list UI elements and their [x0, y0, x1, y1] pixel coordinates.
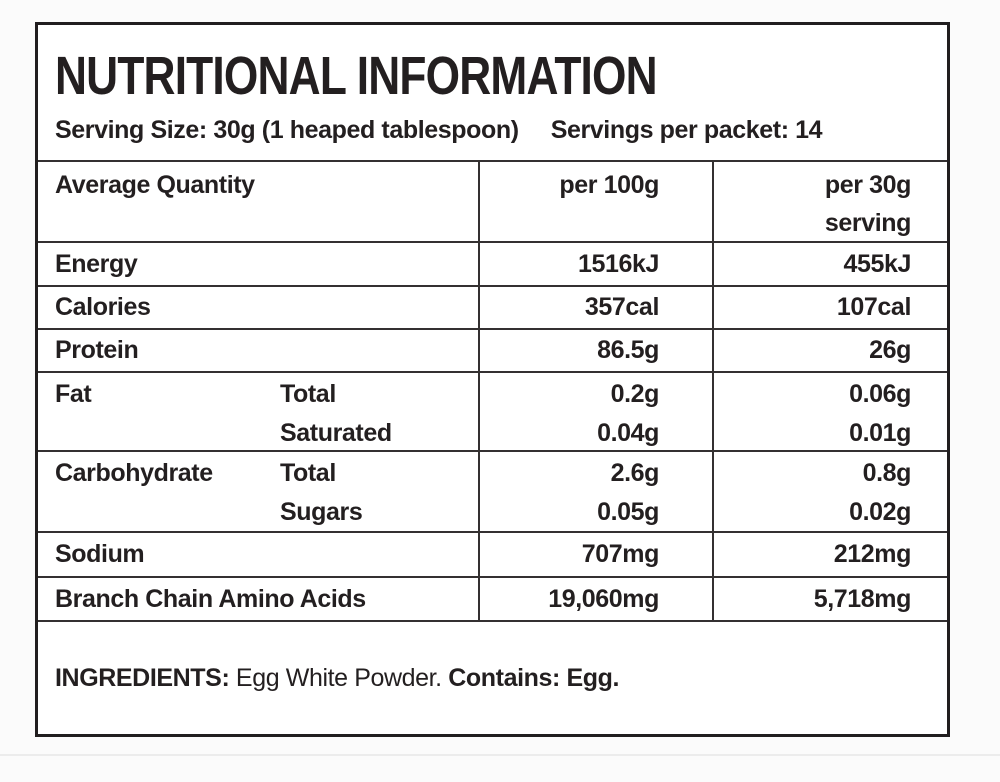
row-sublabels: Total Saturated	[280, 380, 392, 447]
table-header-row: Average Quantity per 100g per 30g servin…	[38, 162, 947, 243]
serving-size-text: Serving Size: 30g (1 heaped tablespoon)	[55, 116, 519, 144]
value-per-100g: 2.6g 0.05g	[478, 452, 712, 531]
table-row-carbohydrate: Carbohydrate Total Sugars 2.6g 0.05g 0.8…	[38, 452, 947, 533]
header-per-30g-serving: per 30g serving	[712, 162, 947, 241]
serving-info-spacer	[519, 116, 551, 145]
row-label: Fat Total Saturated	[38, 373, 478, 450]
row-label: Energy	[55, 249, 138, 278]
header-per-100g: per 100g	[478, 162, 712, 241]
nutrition-table: Average Quantity per 100g per 30g servin…	[38, 162, 947, 622]
header-average-quantity: Average Quantity	[55, 171, 255, 199]
row-sublabels: Total Sugars	[280, 459, 363, 526]
value-per-30g: 107cal	[712, 287, 947, 328]
value-per-100g: 357cal	[478, 287, 712, 328]
row-label: Protein	[55, 336, 139, 364]
value-per-100g: 19,060mg	[478, 578, 712, 620]
page-bottom-divider	[0, 754, 1000, 756]
ingredients-text: Egg White Powder.	[229, 663, 449, 692]
value-per-30g: 5,718mg	[712, 578, 947, 620]
table-row-energy: Energy 1516kJ 455kJ	[38, 243, 947, 287]
table-row-bcaa: Branch Chain Amino Acids 19,060mg 5,718m…	[38, 578, 947, 622]
row-label: Branch Chain Amino Acids	[55, 584, 366, 613]
nutrition-label: NUTRITIONAL INFORMATION Serving Size: 30…	[35, 22, 950, 737]
page-title: NUTRITIONAL INFORMATION	[55, 46, 658, 106]
title-block: NUTRITIONAL INFORMATION Serving Size: 30…	[38, 25, 947, 162]
value-per-100g: 1516kJ	[478, 243, 712, 285]
table-row-sodium: Sodium 707mg 212mg	[38, 533, 947, 578]
value-per-100g: 0.2g 0.04g	[478, 373, 712, 450]
table-row-protein: Protein 86.5g 26g	[38, 330, 947, 373]
serving-info-row: Serving Size: 30g (1 heaped tablespoon) …	[55, 116, 947, 145]
value-per-100g: 707mg	[478, 533, 712, 576]
value-per-30g: 455kJ	[712, 243, 947, 285]
ingredients-section: INGREDIENTS: Egg White Powder. Contains:…	[38, 622, 947, 734]
row-label: Calories	[55, 293, 151, 321]
table-row-calories: Calories 357cal 107cal	[38, 287, 947, 330]
value-per-30g: 212mg	[712, 533, 947, 576]
ingredients-contains: Contains: Egg.	[448, 663, 620, 692]
value-per-100g: 86.5g	[478, 330, 712, 371]
row-label: Sodium	[55, 540, 145, 568]
row-label: Carbohydrate Total Sugars	[38, 452, 478, 531]
servings-per-packet-text: Servings per packet: 14	[550, 116, 823, 144]
value-per-30g: 0.8g 0.02g	[712, 452, 947, 531]
table-row-fat: Fat Total Saturated 0.2g 0.04g 0.06g 0.0…	[38, 373, 947, 452]
value-per-30g: 26g	[712, 330, 947, 371]
ingredients-label: INGREDIENTS:	[55, 663, 230, 692]
value-per-30g: 0.06g 0.01g	[712, 373, 947, 450]
